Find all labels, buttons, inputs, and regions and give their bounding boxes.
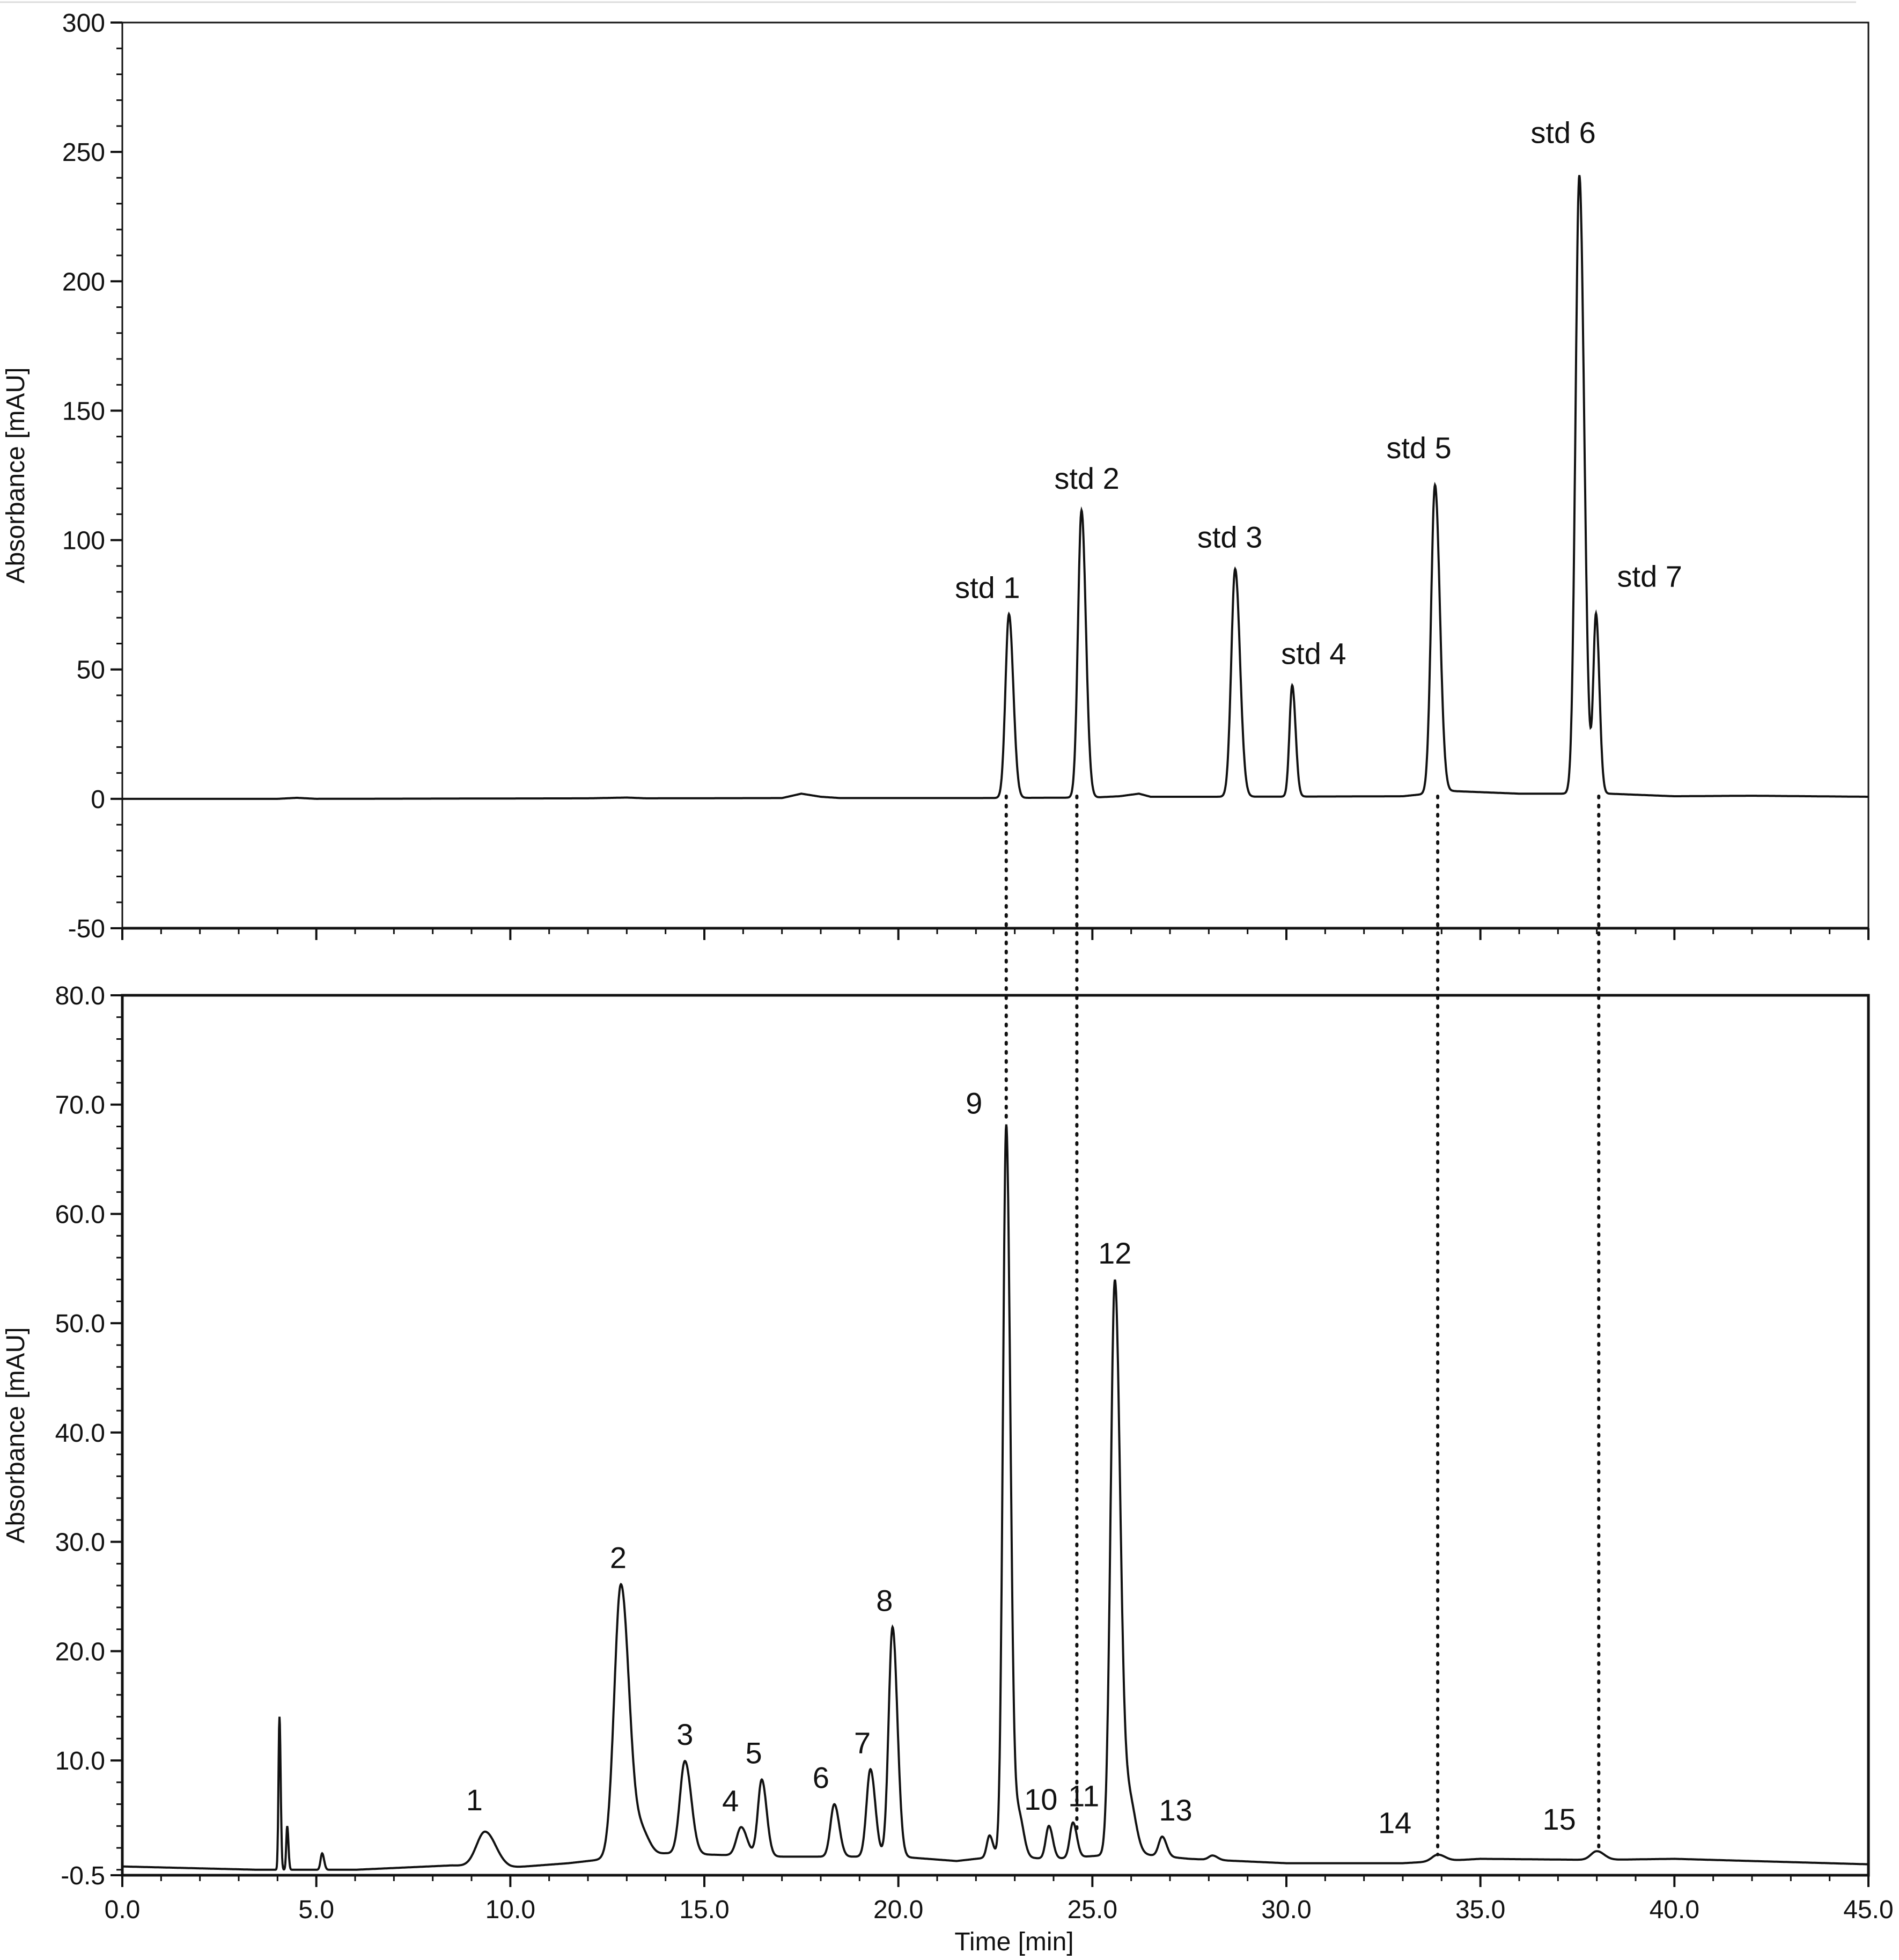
bottom-ytick-label: -0.5 (61, 1862, 105, 1890)
bottom-peak-label: 1 (466, 1783, 483, 1817)
xtick-label: 5.0 (298, 1896, 334, 1924)
top-peak-label: std 3 (1197, 520, 1262, 554)
xtick-label: 15.0 (679, 1896, 729, 1924)
top-peak-label: std 2 (1054, 461, 1119, 495)
top-y-axis-label: Absorbance [mAU] (2, 368, 30, 584)
xtick-label: 0.0 (105, 1896, 141, 1924)
top-ytick-label: 200 (62, 268, 105, 296)
bottom-y-axis-label: Absorbance [mAU] (2, 1327, 30, 1544)
bottom-peak-label: 13 (1159, 1793, 1192, 1827)
bottom-peak-label: 4 (722, 1783, 739, 1817)
bottom-peak-label: 10 (1024, 1782, 1057, 1816)
bottom-peak-label: 9 (966, 1087, 982, 1120)
bottom-chart-panel: -0.510.020.030.040.050.060.070.080.0 0.0… (2, 982, 1894, 1956)
xtick-label: 35.0 (1455, 1896, 1505, 1924)
bottom-peak-label: 3 (676, 1717, 693, 1751)
bottom-ytick-label: 60.0 (55, 1200, 105, 1229)
bottom-y-axis-ticks: -0.5 10.0 20.0 30.0 40.0 50.0 60.0 70.0 80.0 (55, 982, 122, 1890)
bottom-chromatogram-trace (122, 1124, 1868, 1871)
top-ytick-label: -50 (68, 915, 105, 943)
bottom-ytick-label: 30.0 (55, 1529, 105, 1557)
xtick-label: 20.0 (873, 1896, 923, 1924)
top-peak-label: std 5 (1386, 431, 1451, 465)
bottom-ytick-label: 50.0 (55, 1310, 105, 1338)
bottom-ytick-label: 20.0 (55, 1638, 105, 1666)
xtick-label: 40.0 (1650, 1896, 1699, 1924)
top-chromatogram-trace (122, 175, 1868, 800)
bottom-peak-label: 2 (610, 1541, 627, 1575)
top-ytick-label: 0 (91, 786, 105, 814)
top-peak-label: std 4 (1281, 636, 1346, 670)
bottom-peak-label: 5 (745, 1736, 762, 1770)
top-peak-labels: std 1 std 2 std 3 std 4 std 5 std 6 std 7 (955, 116, 1682, 671)
bottom-peak-label: 6 (813, 1761, 829, 1795)
top-ytick-label: 250 (62, 138, 105, 167)
xtick-label: 30.0 (1261, 1896, 1311, 1924)
bottom-peak-label: 12 (1098, 1236, 1131, 1270)
bottom-plot-frame (121, 994, 1870, 1877)
bottom-peak-label: 8 (876, 1584, 893, 1618)
top-peak-label: std 1 (955, 571, 1020, 605)
top-peak-label: std 7 (1617, 559, 1682, 593)
retention-time-connectors (1004, 794, 1601, 1856)
xtick-label: 10.0 (485, 1896, 535, 1924)
xtick-label: 45.0 (1843, 1896, 1893, 1924)
top-minor-ticks (0, 1, 1869, 940)
bottom-peak-label: 15 (1543, 1802, 1576, 1836)
bottom-ytick-label: 10.0 (55, 1747, 105, 1775)
top-ytick-label: 150 (62, 397, 105, 425)
bottom-peak-label: 7 (854, 1726, 871, 1759)
bottom-x-axis-ticks: 0.0 5.0 10.0 15.0 20.0 25.0 30.0 35.0 40.0 45.0 (105, 1896, 1894, 1924)
top-chart-panel: -50 0 50 100 150 200 250 300 Absorbance [mAU] s… (0, 1, 1869, 943)
bottom-ytick-label: 80.0 (55, 982, 105, 1010)
bottom-ytick-label: 70.0 (55, 1091, 105, 1120)
top-ytick-label: 50 (77, 656, 105, 685)
bottom-ytick-label: 40.0 (55, 1419, 105, 1448)
xtick-label: 25.0 (1068, 1896, 1117, 1924)
bottom-peak-label: 14 (1378, 1806, 1411, 1840)
top-peak-label: std 6 (1530, 116, 1595, 150)
x-axis-label: Time [min] (954, 1928, 1073, 1956)
bottom-peak-label: 11 (1068, 1779, 1099, 1813)
bottom-minor-ticks (116, 994, 1869, 1887)
top-ytick-label: 300 (62, 9, 105, 38)
top-ytick-label: 100 (62, 527, 105, 555)
top-y-axis-ticks: -50 0 50 100 150 200 250 300 (62, 9, 122, 943)
